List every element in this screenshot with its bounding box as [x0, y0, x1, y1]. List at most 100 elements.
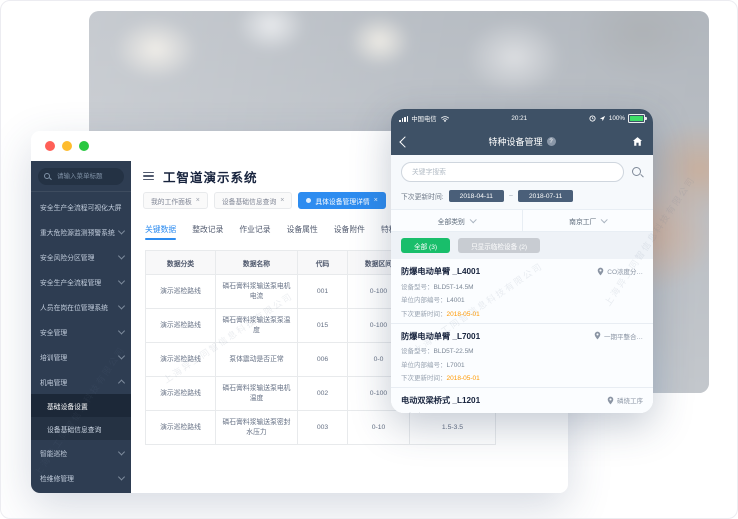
tab-active[interactable]: 关键数据	[145, 224, 177, 240]
tab-item[interactable]: 整改记录	[192, 225, 224, 234]
chevron-down-icon	[117, 276, 126, 285]
minimize-window-button[interactable]	[62, 141, 72, 151]
column-header: 代码	[297, 250, 348, 275]
dropdown-select[interactable]: 南京工厂	[521, 210, 654, 231]
table-cell: 磷石膏料浆输送泵电机温度	[215, 376, 298, 411]
phone-nav-bar: 特种设备管理	[391, 128, 653, 155]
filter-button[interactable]: 只显示临检设备 (2)	[458, 238, 541, 253]
field-value: BLD5T-22.5M	[433, 348, 474, 355]
home-icon[interactable]	[632, 136, 643, 147]
search-icon[interactable]	[632, 166, 643, 178]
chevron-down-icon	[117, 326, 126, 335]
table-cell: 003	[297, 410, 348, 445]
model-line: 设备型号：BLD5T-22.5M	[401, 345, 643, 355]
sidebar-item[interactable]: 智能巡检	[31, 440, 131, 465]
field-label: 设备型号：	[401, 348, 434, 355]
equipment-card[interactable]: 防爆电动单臂 _L7001 一期平整合… 设备型号：BLD5T-22.5M 单位内部编…	[391, 323, 653, 388]
sidebar-item[interactable]: 重大危险源监测预警系统	[31, 219, 131, 244]
close-window-button[interactable]	[45, 141, 55, 151]
table-cell: 演示巡检路线	[145, 376, 216, 411]
pin-icon	[597, 267, 604, 275]
sidebar-item[interactable]: 安全生产全流程管理	[31, 269, 131, 294]
tab-item[interactable]: 设备属性	[286, 225, 318, 234]
sidebar-subitem[interactable]: 基础设备设置	[31, 394, 131, 417]
date-range-separator: ~	[508, 192, 514, 200]
pin-icon	[594, 331, 601, 340]
sidebar-item-label: 安全管理	[40, 329, 68, 337]
chevron-down-icon	[117, 351, 126, 360]
keyword-search-field[interactable]	[401, 162, 624, 182]
table-cell: 磷石膏料浆输送泵泵温度	[215, 308, 298, 343]
sidebar-item[interactable]: 安全管理	[31, 319, 131, 344]
tab-chip-label: 我的工作面板	[151, 198, 192, 206]
tab-chip[interactable]: 具体设备管理详情 ×	[298, 192, 386, 209]
sidebar-item[interactable]: 人员在岗在位管理系统	[31, 294, 131, 319]
sidebar-search-input[interactable]	[55, 172, 118, 181]
close-icon[interactable]: ×	[373, 197, 378, 204]
quick-filter-row: 全部 (3) 只显示临检设备 (2)	[391, 232, 653, 259]
table-cell: 1.5-3.5	[409, 410, 496, 445]
table-row: 演示巡检路线 磷石膏料浆输送泵密封水压力 003 0-10 1.5-3.5	[145, 410, 496, 445]
column-header: 数据分类	[145, 250, 216, 275]
chevron-up-icon	[117, 378, 126, 387]
sidebar-subitem[interactable]: 设备基础信息查询	[47, 426, 102, 434]
alarm-icon	[589, 115, 596, 122]
table-cell: 015	[297, 308, 348, 343]
date-filter-label: 下次更新时间:	[401, 194, 444, 201]
maximize-window-button[interactable]	[79, 141, 89, 151]
sidebar: 安全生产全流程可视化大屏重大危险源监测预警系统安全风险分区管理安全生产全流程管理…	[31, 161, 131, 493]
location-label: 磷烧工序	[617, 398, 643, 405]
end-date-button[interactable]: 2018-07-11	[518, 190, 574, 202]
sidebar-item-label: 人员在岗在位管理系统	[40, 304, 108, 312]
equipment-title: 防爆电动单臂 _L4001	[401, 267, 481, 276]
equipment-card[interactable]: 电动双梁桥式 _L1201磷烧工序设备型号：QD32/5T-25.5M单位内部编…	[391, 388, 653, 413]
back-arrow-icon[interactable]	[399, 135, 411, 148]
field-label: 设备型号：	[401, 413, 434, 414]
model-line: 设备型号：BLD5T-14.5M	[401, 281, 643, 291]
sidebar-item-label: 安全生产全流程可视化大屏	[40, 204, 122, 212]
tab-chip[interactable]: 设备基础信息查询 ×	[213, 192, 293, 209]
tab-item[interactable]: 作业记录	[239, 225, 271, 234]
start-date-button[interactable]: 2018-04-11	[448, 190, 504, 202]
chevron-down-icon	[117, 472, 126, 481]
table-cell: 磷石膏料浆输送泵电机电流	[215, 274, 298, 309]
sidebar-item[interactable]: 安全风险分区管理	[31, 244, 131, 269]
sidebar-item-label: 机电管理	[40, 379, 68, 387]
table-cell: 006	[297, 342, 348, 377]
active-tab-dot-icon	[306, 198, 312, 203]
sidebar-item[interactable]: 安全生产全流程可视化大屏	[31, 194, 131, 219]
field-value: L4001	[446, 297, 465, 304]
dropdown-select[interactable]: 全部类别	[391, 210, 522, 231]
filter-button[interactable]: 全部 (3)	[401, 238, 451, 253]
table-cell: 001	[297, 274, 348, 309]
phone-search-row	[391, 155, 653, 187]
carrier-label: 中国电信	[411, 116, 437, 123]
tab-chip-label: 设备基础信息查询	[221, 198, 277, 206]
sidebar-item-label: 检维修管理	[40, 475, 74, 483]
equipment-location: CO浓度分…	[597, 266, 643, 276]
sidebar-item-label: 培训管理	[40, 354, 68, 362]
sidebar-item[interactable]: 培训管理	[31, 344, 131, 369]
sidebar-item[interactable]: 检维修管理	[31, 465, 131, 490]
date-filter-row: 下次更新时间: 2018-04-11 ~ 2018-07-11	[391, 187, 653, 210]
close-icon[interactable]: ×	[195, 197, 200, 204]
phone-content: 下次更新时间: 2018-04-11 ~ 2018-07-11 全部类别 南京工厂…	[391, 155, 653, 413]
keyword-search-input[interactable]	[410, 167, 615, 177]
field-value: QD32/5T-25.5M	[434, 413, 480, 414]
card-header: 电动双梁桥式 _L1201 磷烧工序	[401, 394, 643, 406]
sidebar-item[interactable]: 机电管理	[31, 369, 131, 394]
equipment-card[interactable]: 防爆电动单臂 _L4001 CO浓度分… 设备型号：BLD5T-14.5M 单位内部编…	[391, 259, 653, 324]
hamburger-menu-icon[interactable]	[143, 171, 154, 181]
sidebar-menu: 安全生产全流程可视化大屏重大危险源监测预警系统 安全风险分区管理 安全生产全流程管理…	[31, 194, 131, 490]
tab-chip[interactable]: 我的工作面板 ×	[143, 192, 208, 209]
close-icon[interactable]: ×	[280, 197, 285, 204]
field-label: 单位内部编号：	[401, 297, 447, 304]
sidebar-search[interactable]	[38, 168, 124, 185]
field-label: 单位内部编号：	[401, 361, 447, 369]
table-cell: 演示巡检路线	[145, 308, 216, 343]
tab-item[interactable]: 设备附件	[333, 225, 365, 234]
field-value: 2018-05-01	[446, 375, 480, 382]
help-icon[interactable]	[546, 137, 556, 146]
location-label: CO浓度分…	[607, 269, 643, 276]
